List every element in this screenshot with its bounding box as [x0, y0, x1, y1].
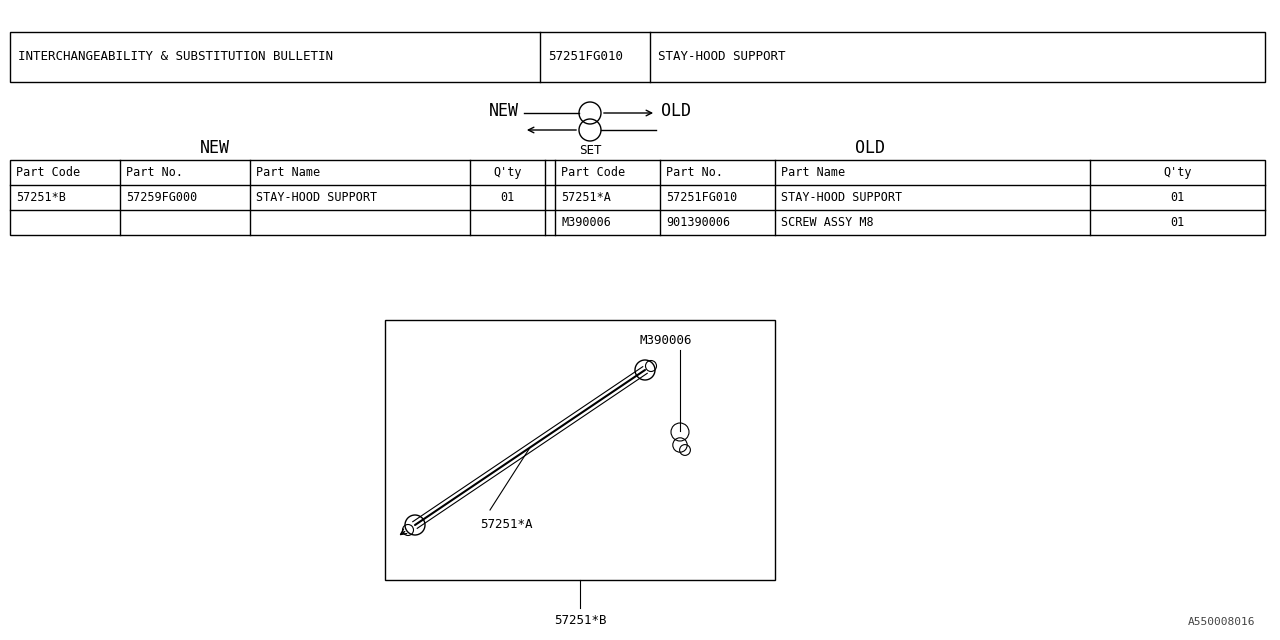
- Text: A550008016: A550008016: [1188, 617, 1254, 627]
- Text: Part Name: Part Name: [256, 166, 320, 179]
- Text: 57251*B: 57251*B: [15, 191, 65, 204]
- Text: 57251FG010: 57251FG010: [548, 51, 623, 63]
- Text: 57251*B: 57251*B: [554, 614, 607, 627]
- Text: STAY-HOOD SUPPORT: STAY-HOOD SUPPORT: [256, 191, 378, 204]
- Text: Q'ty: Q'ty: [1164, 166, 1192, 179]
- Text: 57259FG000: 57259FG000: [125, 191, 197, 204]
- Text: Part Code: Part Code: [561, 166, 625, 179]
- Text: 01: 01: [1170, 191, 1184, 204]
- Text: SCREW ASSY M8: SCREW ASSY M8: [781, 216, 874, 229]
- Bar: [10, 32, 1265, 82]
- Text: NEW: NEW: [200, 139, 230, 157]
- Text: OLD: OLD: [855, 139, 884, 157]
- Text: M390006: M390006: [640, 333, 692, 346]
- Text: Part No.: Part No.: [666, 166, 723, 179]
- Text: Part No.: Part No.: [125, 166, 183, 179]
- Text: 57251FG010: 57251FG010: [666, 191, 737, 204]
- Text: 57251*A: 57251*A: [561, 191, 611, 204]
- Text: STAY-HOOD SUPPORT: STAY-HOOD SUPPORT: [658, 51, 786, 63]
- Text: OLD: OLD: [660, 102, 691, 120]
- Text: Part Code: Part Code: [15, 166, 81, 179]
- Text: STAY-HOOD SUPPORT: STAY-HOOD SUPPORT: [781, 191, 902, 204]
- Bar: [385, 320, 774, 580]
- Text: 01: 01: [500, 191, 515, 204]
- Text: 01: 01: [1170, 216, 1184, 229]
- Text: Part Name: Part Name: [781, 166, 845, 179]
- Text: NEW: NEW: [489, 102, 518, 120]
- Text: INTERCHANGEABILITY & SUBSTITUTION BULLETIN: INTERCHANGEABILITY & SUBSTITUTION BULLET…: [18, 51, 333, 63]
- Text: 901390006: 901390006: [666, 216, 730, 229]
- Text: 57251*A: 57251*A: [480, 518, 532, 531]
- Text: Q'ty: Q'ty: [493, 166, 522, 179]
- Text: SET: SET: [579, 144, 602, 157]
- Text: M390006: M390006: [561, 216, 611, 229]
- Bar: [10, 160, 1265, 235]
